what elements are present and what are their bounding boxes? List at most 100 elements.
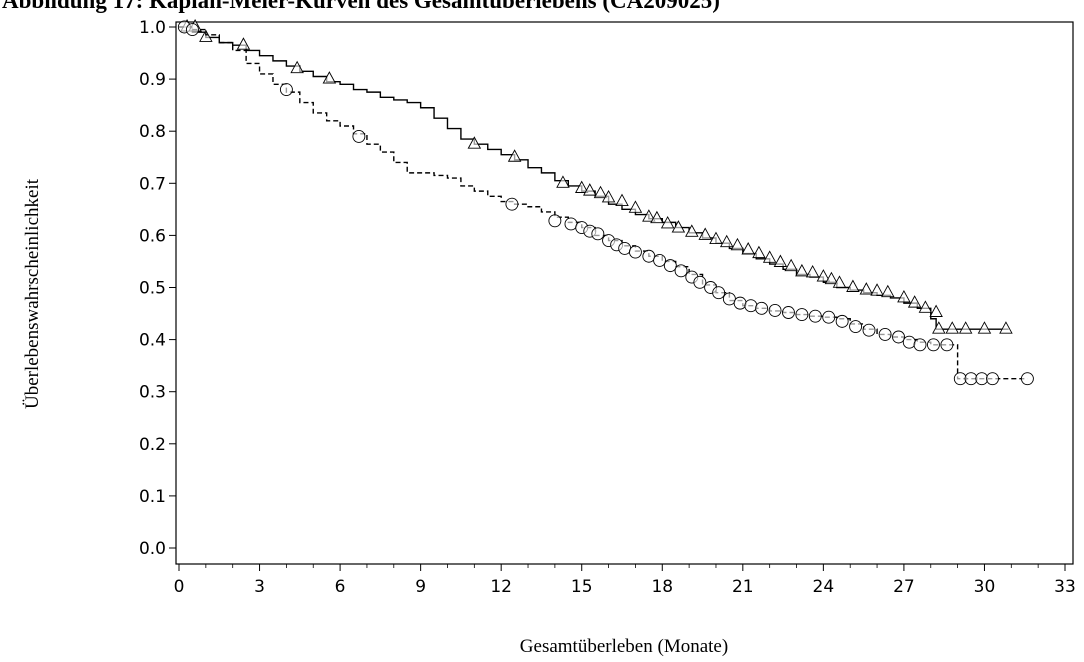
censor-triangle-marker xyxy=(784,258,798,272)
censor-circle-marker xyxy=(722,292,736,306)
censor-circle-marker xyxy=(628,245,642,259)
censor-circle-marker xyxy=(940,338,954,352)
censor-triangle-marker xyxy=(741,242,755,255)
censor-circle-marker xyxy=(862,323,876,337)
censor-triangle-marker xyxy=(859,282,874,295)
censor-circle-marker xyxy=(768,303,782,317)
censor-circle-marker xyxy=(986,372,999,386)
y-tick-label: 0.9 xyxy=(139,70,166,90)
y-tick-label: 0.0 xyxy=(139,539,166,559)
censor-triangle-marker xyxy=(698,227,712,240)
series-circle xyxy=(177,20,1034,386)
censor-triangle-marker xyxy=(719,234,734,248)
x-tick-label: 18 xyxy=(651,577,673,597)
censor-circle-marker xyxy=(926,338,940,352)
x-tick-label: 9 xyxy=(415,577,426,597)
censor-triangle-marker xyxy=(593,185,608,199)
censor-circle-marker xyxy=(975,372,989,386)
censor-circle-marker xyxy=(953,372,967,386)
censor-triangle-marker xyxy=(574,180,589,193)
x-tick-label: 33 xyxy=(1054,577,1076,597)
y-tick-label: 0.4 xyxy=(139,331,166,351)
censor-circle-marker xyxy=(564,217,578,231)
censor-triangle-marker xyxy=(685,224,699,237)
censor-triangle-marker xyxy=(907,295,922,308)
x-tick-label: 30 xyxy=(974,577,996,597)
censor-circle-marker xyxy=(822,310,836,324)
censor-circle-marker xyxy=(712,286,726,300)
x-tick-label: 12 xyxy=(490,577,512,597)
x-tick-label: 21 xyxy=(732,577,754,597)
censor-triangle-marker xyxy=(918,300,933,313)
censor-triangle-marker xyxy=(897,289,911,303)
censor-triangle-marker xyxy=(628,200,643,213)
censor-triangle-marker xyxy=(199,29,213,42)
censor-triangle-marker xyxy=(601,189,616,203)
censor-circle-marker xyxy=(878,327,892,341)
y-tick-label: 0.8 xyxy=(139,122,166,142)
plot-frame xyxy=(175,21,1074,565)
x-tick-label: 6 xyxy=(335,577,346,597)
censor-circle-marker xyxy=(964,372,978,386)
chart-title: Abbildung 17: Kaplan-Meier-Kurven des Ge… xyxy=(2,0,720,13)
censor-circle-marker xyxy=(849,320,863,334)
censor-triangle-marker xyxy=(709,231,723,245)
censor-triangle-marker xyxy=(660,215,675,229)
censor-circle-marker xyxy=(505,197,519,211)
y-tick-label: 0.7 xyxy=(139,174,166,194)
y-tick-label: 1.0 xyxy=(139,18,166,38)
censor-triangle-marker xyxy=(556,175,570,188)
censor-circle-marker xyxy=(548,214,562,228)
censor-triangle-marker xyxy=(583,183,597,196)
censor-circle-marker xyxy=(733,296,747,310)
censor-triangle-marker xyxy=(615,193,629,206)
censor-triangle-marker xyxy=(795,263,809,277)
series-triangle xyxy=(179,19,1013,334)
censor-circle-marker xyxy=(693,275,707,289)
censor-triangle-marker xyxy=(999,321,1013,334)
y-tick-label: 0.3 xyxy=(139,383,166,403)
x-tick-label: 24 xyxy=(813,577,835,597)
censor-triangle-marker xyxy=(824,271,839,285)
series-layer xyxy=(177,19,1034,386)
y-tick-label: 0.6 xyxy=(139,226,166,246)
censor-circle-marker xyxy=(591,227,605,241)
censor-circle-marker xyxy=(744,299,758,313)
censor-triangle-marker xyxy=(507,149,522,162)
censor-triangle-marker xyxy=(846,279,860,292)
y-tick-label: 0.5 xyxy=(139,279,166,299)
km-curve-dashed xyxy=(179,26,1028,380)
x-tick-label: 27 xyxy=(893,577,915,597)
censor-circle-marker xyxy=(1020,372,1034,386)
censor-triangle-marker xyxy=(929,304,943,317)
censor-circle-marker xyxy=(808,309,822,323)
y-tick-label: 0.1 xyxy=(139,487,166,507)
censor-triangle-marker xyxy=(832,275,847,288)
censor-circle-marker xyxy=(795,308,809,322)
censor-circle-marker xyxy=(902,335,916,349)
x-tick-label: 0 xyxy=(174,577,185,597)
censor-triangle-marker xyxy=(805,264,820,278)
censor-triangle-marker xyxy=(870,283,884,296)
censor-circle-marker xyxy=(663,259,677,273)
y-tick-label: 0.2 xyxy=(139,435,166,455)
censor-triangle-marker xyxy=(881,284,895,298)
censor-triangle-marker xyxy=(762,250,777,263)
censor-triangle-marker xyxy=(290,60,304,74)
censor-triangle-marker xyxy=(816,269,831,282)
censor-circle-marker xyxy=(835,314,849,328)
censor-triangle-marker xyxy=(671,220,686,233)
censor-triangle-marker xyxy=(730,237,745,251)
censor-circle-marker xyxy=(185,23,199,37)
censor-triangle-marker xyxy=(752,245,766,259)
censor-circle-marker xyxy=(755,301,769,315)
x-tick-label: 3 xyxy=(254,577,265,597)
censor-triangle-marker xyxy=(322,71,337,84)
censor-triangle-marker xyxy=(650,210,664,224)
censor-triangle-marker xyxy=(945,321,959,334)
censor-circle-marker xyxy=(352,129,366,143)
censor-circle-marker xyxy=(674,264,688,278)
censor-triangle-marker xyxy=(932,321,946,334)
x-tick-label: 15 xyxy=(571,577,593,597)
